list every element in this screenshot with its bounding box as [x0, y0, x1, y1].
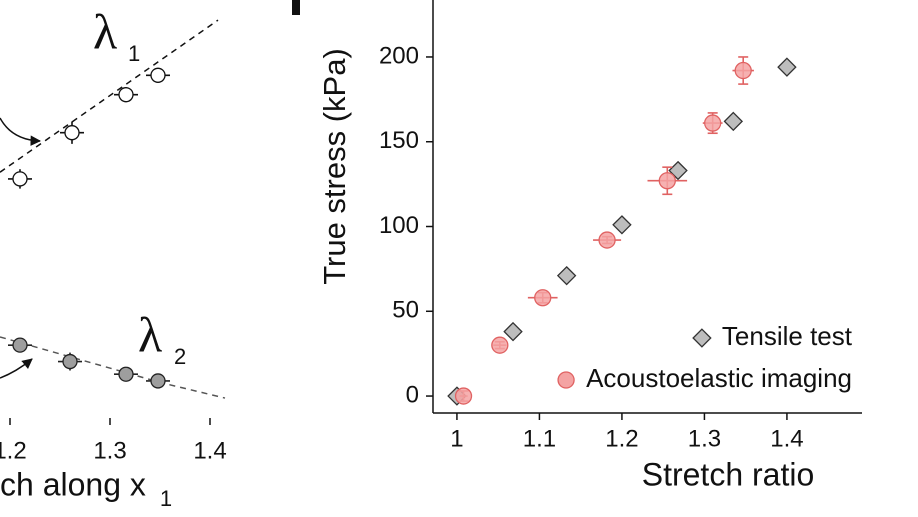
annotation-subscript: 1 — [128, 41, 140, 66]
x-tick-label: 1 — [450, 425, 463, 452]
annotation: λ — [138, 306, 162, 362]
fit-line — [0, 336, 226, 399]
circle-marker — [534, 289, 552, 307]
legend-label: Tensile test — [722, 321, 853, 351]
y-tick-label: 100 — [379, 212, 419, 239]
circle-marker — [150, 373, 166, 389]
y-tick-label: 0 — [406, 381, 419, 408]
x-tick-label: 1.4 — [193, 437, 226, 464]
circle-marker — [557, 371, 575, 389]
circle-marker — [734, 61, 752, 80]
panel-label-fragment — [292, 0, 300, 15]
diamond-marker — [692, 328, 712, 348]
arrow — [0, 358, 33, 379]
x-tick-label: 1.3 — [688, 425, 721, 452]
circle-marker — [118, 366, 134, 382]
y-tick-label: 200 — [379, 42, 419, 69]
diamond-marker — [723, 111, 744, 132]
circle-marker — [118, 87, 134, 103]
x-tick-label: 1.2 — [605, 425, 638, 452]
fit-line — [0, 19, 219, 173]
annotation: λ — [93, 3, 117, 59]
arrow — [0, 117, 42, 146]
circle-marker — [150, 67, 166, 83]
circle-marker — [62, 353, 78, 370]
diamond-marker — [777, 57, 797, 77]
circle-marker — [491, 336, 509, 354]
circle-marker — [12, 171, 28, 187]
annotation-subscript: 2 — [174, 344, 186, 369]
circle-marker — [598, 231, 616, 249]
x-tick-label: 1.3 — [93, 437, 126, 464]
y-tick-label: 150 — [379, 127, 419, 154]
circle-marker — [658, 172, 676, 190]
x-axis-label: ch along x — [0, 466, 146, 502]
x-axis-label-subscript: 1 — [160, 486, 172, 511]
x-tick-label: 1.4 — [770, 425, 803, 452]
circle-marker — [704, 114, 722, 132]
circle-marker — [454, 387, 473, 405]
diamond-marker — [612, 215, 632, 235]
legend-label: Acoustoelastic imaging — [586, 363, 852, 393]
x-tick-label: 1.1 — [523, 425, 556, 452]
circle-marker — [12, 337, 28, 353]
diamond-marker — [503, 321, 523, 342]
x-axis-label: Stretch ratio — [642, 456, 815, 492]
x-tick-label: 1.2 — [0, 437, 27, 464]
circle-marker — [64, 125, 80, 141]
diamond-marker — [556, 265, 577, 286]
y-tick-label: 50 — [392, 297, 419, 324]
y-axis-label: True stress (kPa) — [317, 48, 352, 285]
